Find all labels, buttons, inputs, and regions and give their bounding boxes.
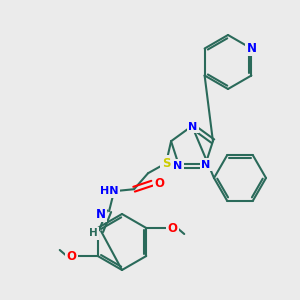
Text: O: O [154, 177, 164, 190]
Text: S: S [162, 157, 170, 170]
Text: N: N [173, 161, 183, 171]
Text: HN: HN [100, 186, 118, 196]
Text: N: N [96, 208, 106, 221]
Text: O: O [167, 221, 177, 235]
Text: N: N [246, 42, 256, 55]
Text: H: H [89, 228, 98, 238]
Text: N: N [188, 122, 198, 132]
Text: O: O [67, 250, 77, 262]
Text: N: N [201, 160, 211, 170]
